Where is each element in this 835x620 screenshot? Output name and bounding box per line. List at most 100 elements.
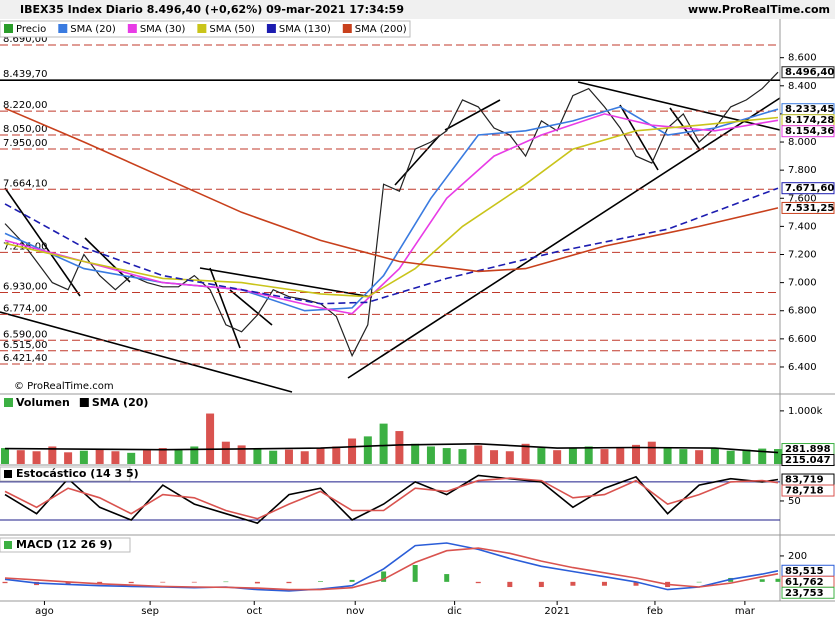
level-label: 8.690,00 xyxy=(3,34,48,45)
legend-label: Volumen xyxy=(16,396,70,409)
bar xyxy=(633,581,639,586)
value-box xyxy=(781,66,835,79)
value-box-label: 8.496,40 xyxy=(785,67,834,78)
x-tick-label: mar xyxy=(735,606,756,617)
x-tick-label: 2021 xyxy=(544,606,569,617)
bar xyxy=(300,451,309,464)
value-box-label: 8.154,36 xyxy=(785,126,834,137)
bar xyxy=(95,449,104,464)
bar xyxy=(663,448,672,464)
legend-label: SMA (20) xyxy=(92,396,149,409)
bar xyxy=(1,448,9,464)
series-line xyxy=(4,547,779,591)
y-tick-label: 7.400 xyxy=(788,221,817,232)
legend-swatch xyxy=(58,24,68,33)
value-box-label: 61,762 xyxy=(785,577,824,588)
bar xyxy=(600,449,609,464)
bar xyxy=(475,581,481,584)
bar xyxy=(48,446,57,464)
y-tick-label: 8.000 xyxy=(788,137,817,148)
legend-swatch xyxy=(4,24,13,33)
value-box-label: 7.531,25 xyxy=(785,203,834,214)
x-tick-label: feb xyxy=(647,606,663,617)
bar xyxy=(395,431,404,464)
value-box xyxy=(781,182,835,195)
bar xyxy=(348,438,357,464)
value-box-label: 281.898 xyxy=(785,444,831,455)
bar xyxy=(696,581,702,583)
value-box xyxy=(781,484,835,497)
panel-separators xyxy=(0,19,835,602)
value-box xyxy=(781,125,835,138)
value-box xyxy=(781,586,835,599)
y-tick-label: 6.400 xyxy=(788,362,817,373)
y-tick-label: 6.600 xyxy=(788,334,817,345)
bar xyxy=(759,579,765,582)
bar xyxy=(411,443,420,464)
panel-title-bg xyxy=(0,537,131,553)
bar xyxy=(158,448,167,464)
value-box-label: 8.174,28 xyxy=(785,115,834,126)
level-label: 6.421,40 xyxy=(3,353,48,364)
bar xyxy=(442,448,451,464)
bar xyxy=(2,581,8,584)
bar xyxy=(426,446,435,464)
value-box xyxy=(781,454,835,467)
bar xyxy=(318,581,324,582)
chart-title: IBEX35 Index Diario 8.496,40 (+0,62%) 09… xyxy=(20,3,404,16)
bar xyxy=(775,578,781,582)
bar xyxy=(286,581,292,584)
bar xyxy=(206,413,215,464)
level-label: 8.050,00 xyxy=(3,124,48,135)
legend-label: SMA (20) xyxy=(70,24,116,35)
bar xyxy=(142,450,151,464)
level-label: 6.774,00 xyxy=(3,303,48,314)
bar xyxy=(505,451,514,464)
bar xyxy=(695,450,704,464)
bar xyxy=(79,450,88,464)
bar xyxy=(521,443,530,464)
legend-swatch xyxy=(342,24,352,33)
series-line xyxy=(4,187,779,305)
level-label: 6.515,00 xyxy=(3,340,48,351)
legend-label: SMA (50) xyxy=(209,24,255,35)
y-tick-label: 200 xyxy=(788,551,807,562)
bar xyxy=(444,574,450,582)
x-tick-label: oct xyxy=(246,606,262,617)
bar xyxy=(647,441,656,464)
bar xyxy=(679,449,688,464)
value-box-label: 78,718 xyxy=(785,486,824,497)
bar xyxy=(269,450,278,464)
bar xyxy=(616,448,625,464)
value-box-label: 83,719 xyxy=(785,475,824,486)
panel-title-swatch xyxy=(4,470,12,478)
bar xyxy=(237,445,246,464)
bar xyxy=(381,571,387,582)
level-label: 6.590,00 xyxy=(3,329,48,340)
bar xyxy=(601,581,607,586)
bar xyxy=(160,581,166,583)
y-tick-label: 1.000k xyxy=(788,406,823,417)
bar xyxy=(568,447,577,464)
bar xyxy=(174,449,183,464)
panel-title: Estocástico (14 3 5) xyxy=(16,467,139,480)
x-tick-label: nov xyxy=(346,606,364,617)
legend-label: SMA (200) xyxy=(355,24,407,35)
value-box-label: 23,753 xyxy=(785,588,824,599)
bar xyxy=(127,452,136,464)
panel-title-bg xyxy=(0,466,131,482)
bar xyxy=(254,581,260,584)
bar xyxy=(128,581,134,584)
y-tick-label: 7.800 xyxy=(788,165,817,176)
bar xyxy=(223,581,229,583)
panel-title-swatch xyxy=(4,541,12,549)
level-label: 7.664,10 xyxy=(3,178,48,189)
legend-label: SMA (30) xyxy=(140,24,186,35)
bar xyxy=(742,449,751,464)
bar xyxy=(553,450,562,464)
bar xyxy=(458,449,467,464)
legend-swatch xyxy=(197,24,207,33)
bar xyxy=(221,441,230,464)
series-line xyxy=(4,113,779,315)
bar xyxy=(570,581,576,586)
